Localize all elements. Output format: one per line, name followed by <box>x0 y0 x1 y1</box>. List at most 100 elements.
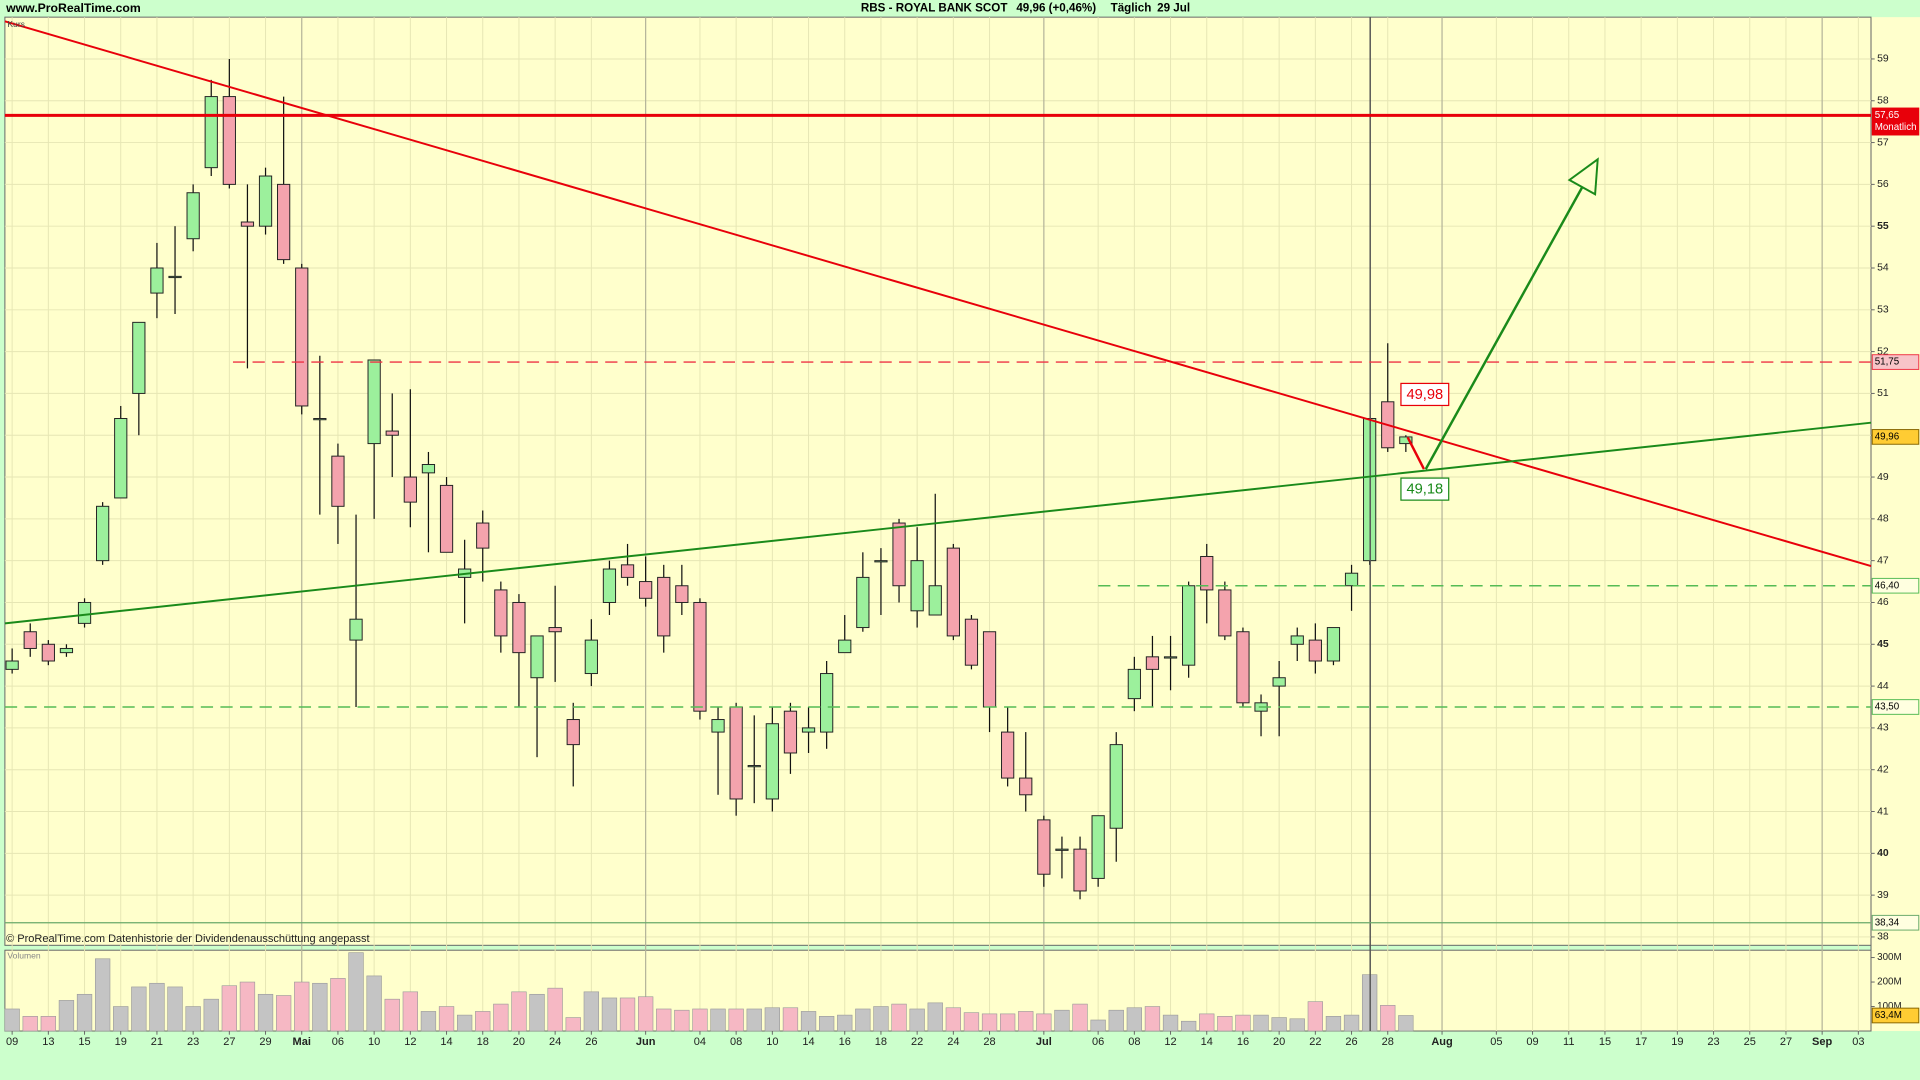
candle-body <box>548 627 562 633</box>
volume-bar <box>221 985 237 1032</box>
x-tick-label: 14 <box>1201 1036 1213 1048</box>
x-tick-label: 13 <box>42 1036 54 1048</box>
candle-body <box>747 765 761 768</box>
x-tick-label: 26 <box>585 1036 597 1048</box>
candle-body <box>1073 848 1087 892</box>
right-axis <box>1871 17 1920 1032</box>
x-tick-label: 09 <box>1526 1036 1538 1048</box>
volume-bar <box>185 1006 201 1032</box>
volume-bar <box>800 1011 817 1032</box>
x-tick-label: 12 <box>404 1036 416 1048</box>
candle-body <box>874 560 888 563</box>
x-tick-label: 24 <box>549 1036 561 1048</box>
instrument: RBS - ROYAL BANK SCOT <box>861 2 1008 15</box>
candle-body <box>693 601 707 712</box>
y-tick-label: 47 <box>1877 555 1889 566</box>
candle-body <box>1399 436 1413 445</box>
x-tick-label: 28 <box>983 1036 995 1048</box>
x-tick-label: 15 <box>78 1036 90 1048</box>
volume-bar <box>692 1008 708 1032</box>
volume-bar <box>330 978 346 1032</box>
volume-bar <box>601 997 618 1032</box>
candle-body <box>1055 848 1069 851</box>
volume-bar <box>855 1008 871 1032</box>
volume-bar <box>619 997 636 1032</box>
volume-bar <box>728 1008 744 1032</box>
y-tick-label: 100M <box>1877 1001 1901 1012</box>
y-tick-label: 55 <box>1877 221 1889 232</box>
panel-label: Kurs <box>7 19 25 29</box>
volume-bar <box>529 993 545 1032</box>
volume-bar <box>1199 1013 1215 1032</box>
candle-body <box>820 673 834 733</box>
volume-bar <box>1144 1006 1161 1032</box>
footnote: © ProRealTime.com Datenhistorie der Divi… <box>6 933 369 945</box>
last-price-box <box>1871 429 1920 445</box>
x-tick-label: 20 <box>1273 1036 1285 1048</box>
volume-bar <box>275 995 292 1032</box>
candle-body <box>1326 627 1341 662</box>
x-tick-label: 10 <box>368 1036 380 1048</box>
candle-body <box>367 359 381 445</box>
volume-bar <box>257 993 274 1032</box>
candle-body <box>639 581 653 599</box>
candle-body <box>59 647 74 654</box>
volume-bar <box>547 987 563 1032</box>
y-tick-label: 41 <box>1877 806 1889 817</box>
volume-bar <box>1090 1019 1106 1032</box>
x-tick-label: 12 <box>1164 1036 1176 1048</box>
x-tick-label: 19 <box>115 1036 127 1048</box>
last-volume-label: 63,4M <box>1875 1010 1902 1021</box>
y-tick-label: 53 <box>1877 305 1889 316</box>
y-tick-label: 200M <box>1877 977 1901 988</box>
candle-body <box>77 601 92 624</box>
level-box <box>1871 354 1920 370</box>
candle-body <box>476 522 490 549</box>
y-tick-label: 52 <box>1877 346 1889 357</box>
date: 29 Jul <box>1157 2 1190 15</box>
volume-bar <box>637 996 654 1032</box>
site: www.ProRealTime.com <box>5 1 141 15</box>
candle-body <box>240 221 255 227</box>
x-tick-label: 27 <box>223 1036 235 1048</box>
level-label: 43,50 <box>1875 702 1900 713</box>
level-note: Monatlich <box>1875 122 1917 133</box>
x-tick-label: 10 <box>766 1036 778 1048</box>
volume-bar <box>294 981 310 1032</box>
x-tick-label: 21 <box>151 1036 163 1048</box>
volume-bar <box>239 981 256 1032</box>
volume-bar <box>402 991 418 1032</box>
y-tick-label: 49 <box>1877 472 1889 483</box>
candle-body <box>530 635 544 679</box>
volume-bar <box>1325 1016 1342 1032</box>
volume-bar <box>1162 1014 1179 1032</box>
volume-bar <box>764 1007 780 1032</box>
trendline <box>4 20 1872 568</box>
annotation-box <box>1400 382 1450 407</box>
volume-bar <box>1018 1011 1034 1032</box>
volume-bar <box>203 998 219 1032</box>
marks <box>4 58 1414 1032</box>
x-tick-label: 11 <box>1563 1036 1574 1048</box>
volume-bar <box>1398 1015 1414 1032</box>
x-tick-label: 06 <box>1092 1036 1104 1048</box>
volume-bar <box>1253 1014 1269 1032</box>
candle-body <box>910 560 924 612</box>
x-tick-label: 28 <box>1382 1036 1394 1048</box>
y-tick-label: 44 <box>1877 681 1889 692</box>
y-tick-label: 43 <box>1877 723 1889 734</box>
x-tick-label: 09 <box>6 1036 18 1048</box>
volume-bar <box>22 1016 38 1032</box>
y-tick-label: 59 <box>1877 54 1889 65</box>
x-tick-label: 17 <box>1635 1036 1647 1048</box>
volume-bar <box>818 1016 835 1032</box>
candle-body <box>96 505 110 562</box>
volume-bar <box>1271 1017 1287 1032</box>
volume-bar <box>1036 1013 1052 1032</box>
x-tick-label: 23 <box>187 1036 199 1048</box>
volume-bar <box>891 1003 907 1032</box>
volume-bar <box>131 986 147 1032</box>
volume-bar <box>746 1008 762 1032</box>
volume-bar <box>113 1006 129 1032</box>
